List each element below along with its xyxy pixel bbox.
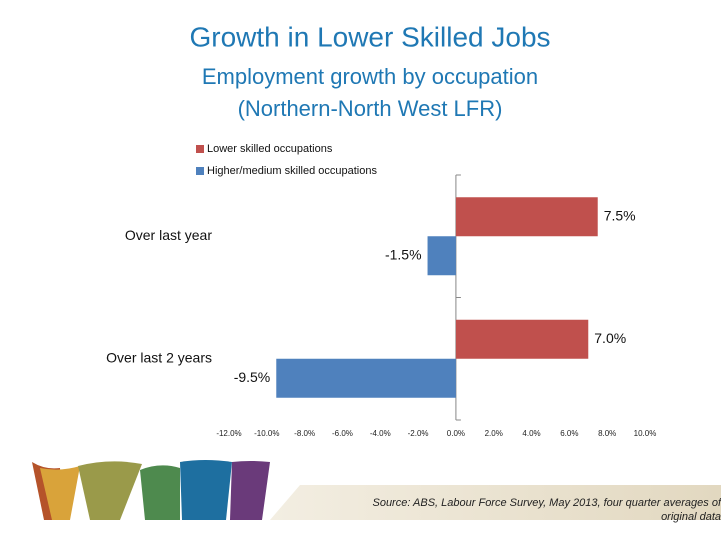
data-label: 7.0% bbox=[594, 330, 626, 346]
x-tick-label: -6.0% bbox=[332, 429, 353, 438]
legend-swatch bbox=[196, 145, 204, 153]
x-tick-label: -12.0% bbox=[216, 429, 241, 438]
x-tick-label: 2.0% bbox=[485, 429, 503, 438]
bar bbox=[427, 236, 456, 276]
legend-label: Higher/medium skilled occupations bbox=[207, 165, 377, 177]
data-label: -9.5% bbox=[234, 369, 271, 385]
chart-subtitle: (Northern-North West LFR) bbox=[238, 96, 503, 121]
data-label: 7.5% bbox=[604, 207, 636, 223]
y-tick-label: Over last 2 years bbox=[106, 349, 212, 365]
x-tick-label: 10.0% bbox=[634, 429, 657, 438]
data-label: -1.5% bbox=[385, 246, 422, 262]
x-tick-label: 8.0% bbox=[598, 429, 616, 438]
footer-decoration bbox=[32, 460, 721, 520]
source-note: original data bbox=[661, 511, 721, 523]
bar bbox=[455, 197, 598, 237]
x-tick-label: 0.0% bbox=[447, 429, 465, 438]
chart-title: Growth in Lower Skilled Jobs bbox=[189, 21, 550, 52]
bar bbox=[455, 319, 589, 359]
source-note: Source: ABS, Labour Force Survey, May 20… bbox=[372, 497, 721, 509]
x-tick-label: -10.0% bbox=[254, 429, 279, 438]
x-tick-label: 6.0% bbox=[560, 429, 578, 438]
y-tick-label: Over last year bbox=[125, 227, 212, 243]
chart-subtitle: Employment growth by occupation bbox=[202, 64, 538, 89]
x-tick-label: -8.0% bbox=[294, 429, 315, 438]
legend-label: Lower skilled occupations bbox=[207, 143, 333, 155]
x-tick-label: -4.0% bbox=[370, 429, 391, 438]
x-tick-label: -2.0% bbox=[408, 429, 429, 438]
legend-swatch bbox=[196, 167, 204, 175]
bar bbox=[276, 358, 456, 398]
x-tick-label: 4.0% bbox=[522, 429, 540, 438]
